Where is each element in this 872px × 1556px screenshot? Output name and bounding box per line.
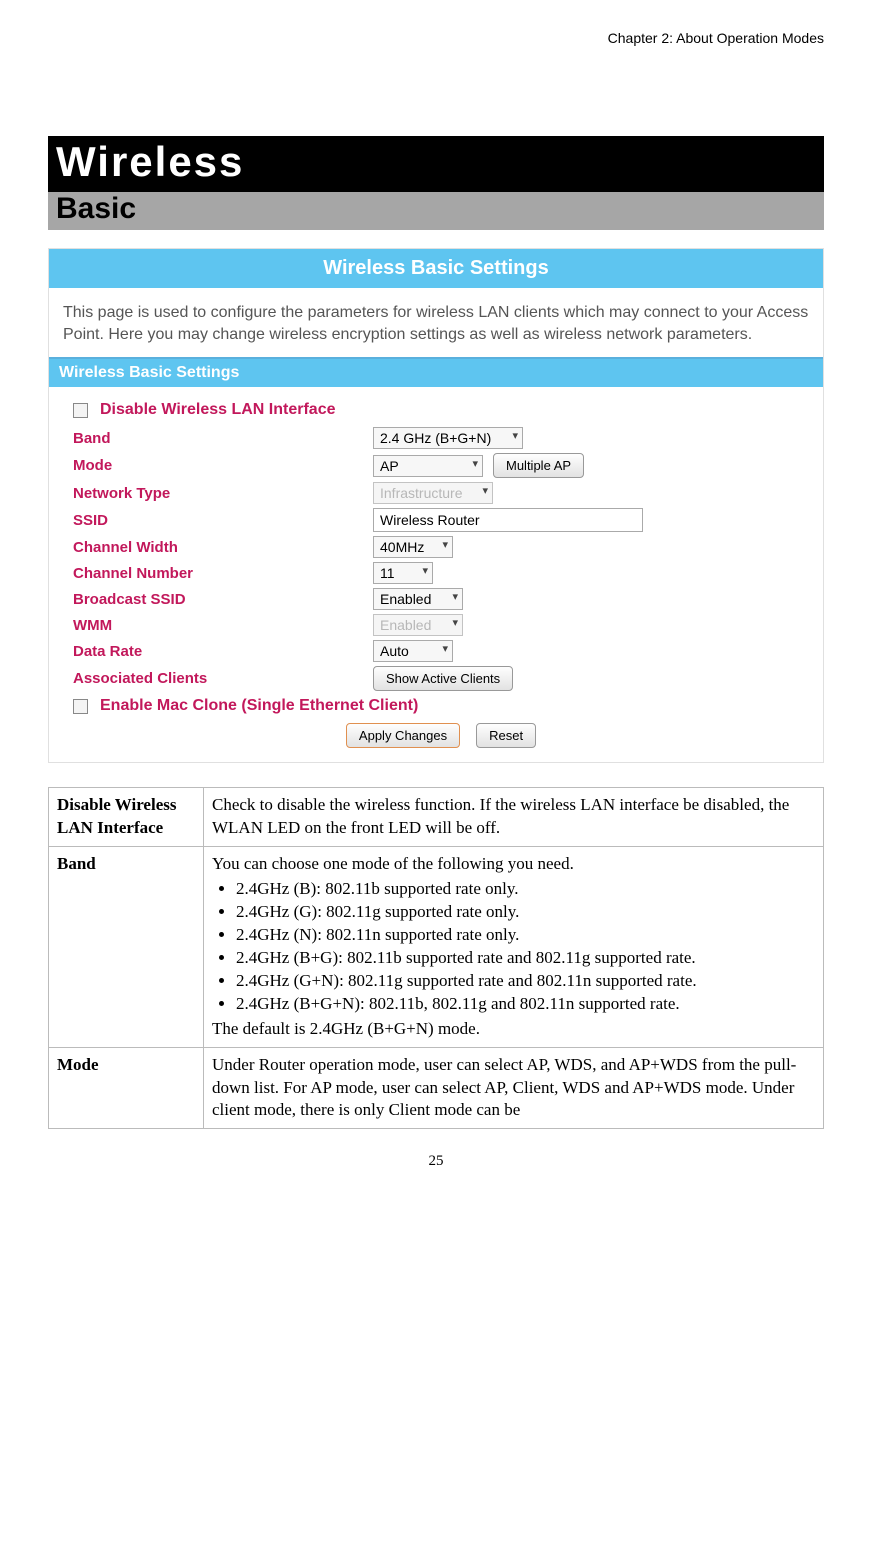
list-item: 2.4GHz (N): 802.11n supported rate only. <box>236 924 815 947</box>
label-band: Band <box>73 430 373 447</box>
router-ui-screenshot: Wireless Basic Settings This page is use… <box>48 248 824 763</box>
label-channel-width: Channel Width <box>73 539 373 556</box>
label-ssid: SSID <box>73 512 373 529</box>
table-row: Disable Wireless LAN Interface Check to … <box>49 788 824 847</box>
param-name: Band <box>49 847 204 1048</box>
panel-description: This page is used to configure the param… <box>49 288 823 355</box>
reset-button[interactable]: Reset <box>476 723 536 748</box>
list-item: 2.4GHz (B+G): 802.11b supported rate and… <box>236 947 815 970</box>
band-outro: The default is 2.4GHz (B+G+N) mode. <box>212 1019 480 1038</box>
list-item: 2.4GHz (B+G+N): 802.11b, 802.11g and 802… <box>236 993 815 1016</box>
disable-wlan-checkbox[interactable] <box>73 403 88 418</box>
parameter-description-table: Disable Wireless LAN Interface Check to … <box>48 787 824 1129</box>
param-desc: Check to disable the wireless function. … <box>204 788 824 847</box>
panel-subtitle: Wireless Basic Settings <box>49 359 823 387</box>
show-active-clients-button[interactable]: Show Active Clients <box>373 666 513 691</box>
list-item: 2.4GHz (B): 802.11b supported rate only. <box>236 878 815 901</box>
apply-changes-button[interactable]: Apply Changes <box>346 723 460 748</box>
label-broadcast-ssid: Broadcast SSID <box>73 591 373 608</box>
table-row: Band You can choose one mode of the foll… <box>49 847 824 1048</box>
ssid-input[interactable] <box>373 508 643 532</box>
label-channel-number: Channel Number <box>73 565 373 582</box>
table-row: Mode Under Router operation mode, user c… <box>49 1047 824 1129</box>
mac-clone-label: Enable Mac Clone (Single Ethernet Client… <box>100 697 418 715</box>
label-network-type: Network Type <box>73 485 373 502</box>
band-select[interactable]: 2.4 GHz (B+G+N) <box>373 427 523 449</box>
param-desc: You can choose one mode of the following… <box>204 847 824 1048</box>
page-number: 25 <box>48 1153 824 1170</box>
mode-select[interactable]: AP <box>373 455 483 477</box>
list-item: 2.4GHz (G): 802.11g supported rate only. <box>236 901 815 924</box>
label-associated-clients: Associated Clients <box>73 670 373 687</box>
network-type-select: Infrastructure <box>373 482 493 504</box>
panel-title: Wireless Basic Settings <box>49 249 823 288</box>
channel-number-select[interactable]: 11 <box>373 562 433 584</box>
param-name: Disable Wireless LAN Interface <box>49 788 204 847</box>
label-wmm: WMM <box>73 617 373 634</box>
mac-clone-checkbox[interactable] <box>73 699 88 714</box>
section-title-basic: Basic <box>48 192 824 230</box>
section-title-wireless: Wireless <box>48 136 824 192</box>
param-name: Mode <box>49 1047 204 1129</box>
wmm-select: Enabled <box>373 614 463 636</box>
broadcast-ssid-select[interactable]: Enabled <box>373 588 463 610</box>
band-intro: You can choose one mode of the following… <box>212 854 574 873</box>
param-desc: Under Router operation mode, user can se… <box>204 1047 824 1129</box>
channel-width-select[interactable]: 40MHz <box>373 536 453 558</box>
label-data-rate: Data Rate <box>73 643 373 660</box>
chapter-header: Chapter 2: About Operation Modes <box>48 30 824 46</box>
multiple-ap-button[interactable]: Multiple AP <box>493 453 584 478</box>
label-mode: Mode <box>73 457 373 474</box>
list-item: 2.4GHz (G+N): 802.11g supported rate and… <box>236 970 815 993</box>
data-rate-select[interactable]: Auto <box>373 640 453 662</box>
disable-wlan-label: Disable Wireless LAN Interface <box>100 401 336 419</box>
